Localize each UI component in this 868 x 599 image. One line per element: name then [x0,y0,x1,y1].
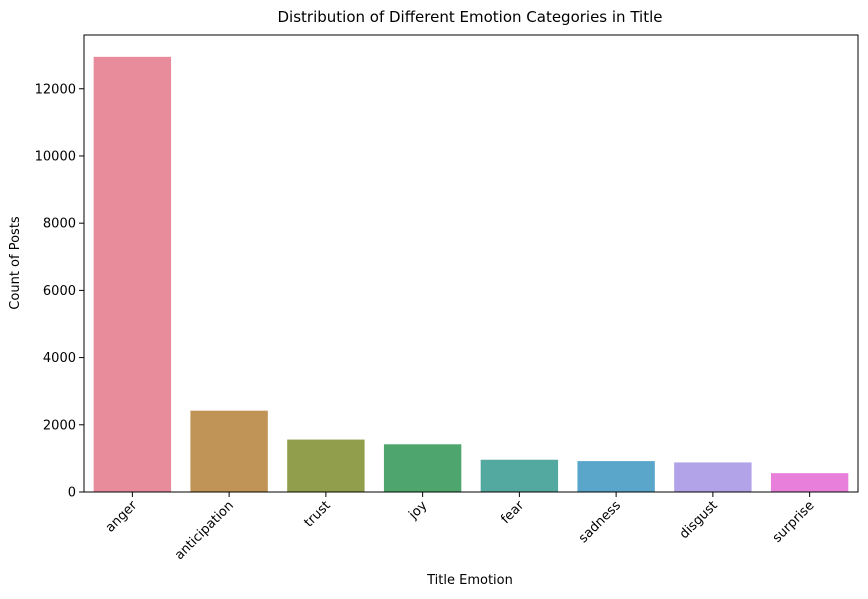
x-axis: anger anticipation trust joy fear sadness disg… [103,492,818,563]
y-axis: 0 2000 4000 6000 8000 10000 12000 [35,82,84,501]
bar-surprise [770,473,849,492]
plot-area [93,56,849,493]
y-tick-label-0: 0 [68,486,76,501]
bar-fear [480,459,559,492]
x-tick-label-fear: fear [498,498,527,527]
bar-joy [383,444,462,492]
bar-sadness [577,461,655,492]
x-tick-label-disgust: disgust [677,498,721,542]
y-tick-label-6000: 6000 [43,284,76,299]
x-tick-label-joy: joy [406,498,431,523]
bar-anticipation [190,410,268,492]
y-tick-label-10000: 10000 [35,149,76,164]
y-tick-label-4000: 4000 [43,351,76,366]
bar-anger [93,56,172,493]
chart-title: Distribution of Different Emotion Catego… [278,8,663,26]
x-tick-label-sadness: sadness [576,498,624,546]
y-tick-label-8000: 8000 [43,217,76,232]
x-axis-label: Title Emotion [426,573,513,588]
bar-disgust [674,462,752,492]
y-tick-label-12000: 12000 [35,82,76,97]
plot-frame [83,34,859,493]
y-axis-label: Count of Posts [8,216,23,310]
x-tick-label-anticipation: anticipation [172,498,237,563]
bar-trust [287,439,365,492]
y-tick-label-2000: 2000 [43,418,76,433]
x-tick-label-anger: anger [103,498,141,536]
x-tick-label-trust: trust [301,498,333,530]
x-tick-label-surprise: surprise [770,498,818,546]
